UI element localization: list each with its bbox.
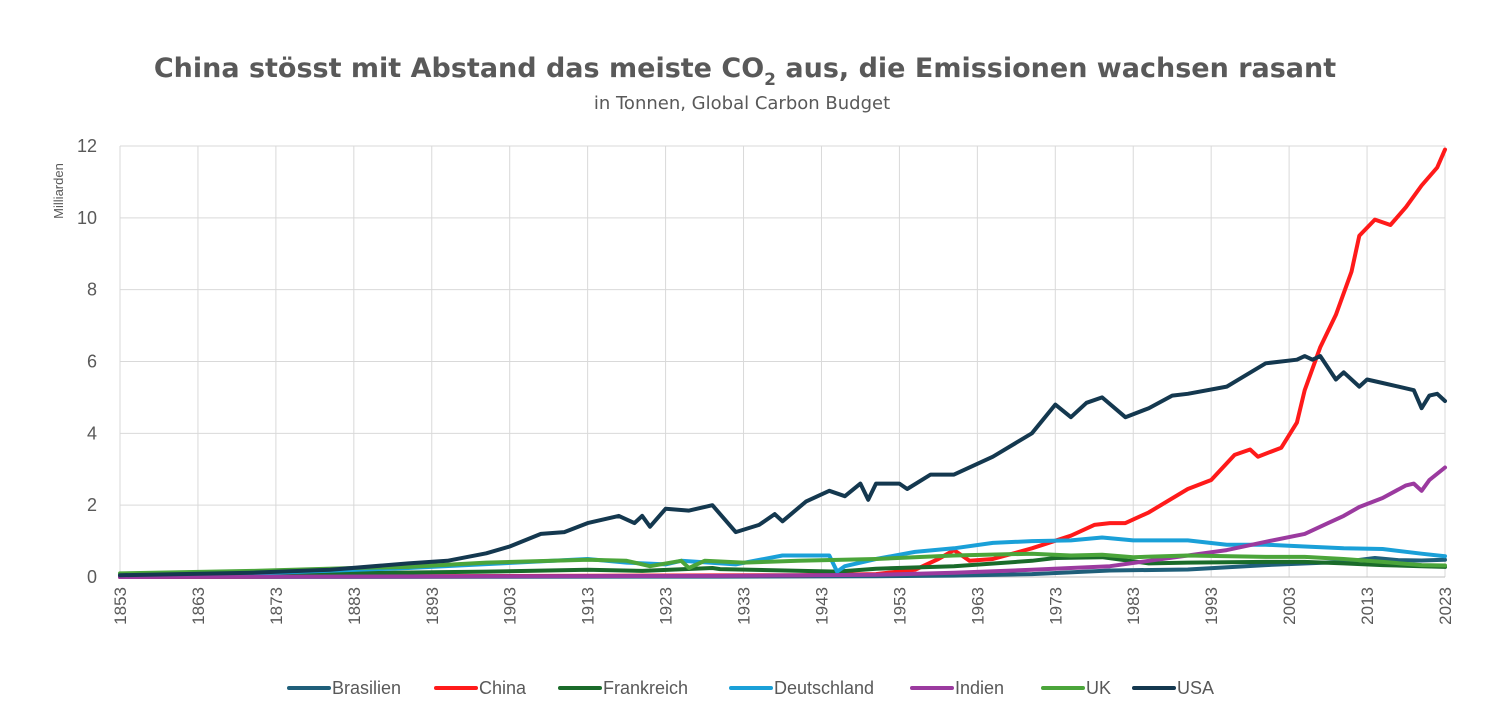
y-tick-label: 6 <box>87 352 97 372</box>
series-line-uk <box>118 551 1447 576</box>
x-tick-label: 2003 <box>1280 587 1299 625</box>
y-tick-label: 0 <box>87 567 97 587</box>
y-axis-ticks: 0 2 4 6 8 10 12 <box>77 136 97 587</box>
legend-label: Frankreich <box>603 678 688 698</box>
legend-label: USA <box>1177 678 1214 698</box>
legend-item-frankreich: Frankreich <box>558 678 688 698</box>
chart-subtitle: in Tonnen, Global Carbon Budget <box>594 93 890 114</box>
series-line-frankreich <box>118 555 1447 579</box>
legend-label: Brasilien <box>332 678 401 698</box>
x-axis-ticks: 1853 1863 1873 1883 1893 1903 1913 1923 1933 1943… <box>111 587 1455 625</box>
legend-label: Indien <box>955 678 1004 698</box>
legend-item-deutschland: Deutschland <box>729 678 874 698</box>
x-tick-label: 1913 <box>579 587 598 625</box>
x-tick-label: 1923 <box>657 587 676 625</box>
chart-title: China stösst mit Abstand das meiste CO2 … <box>154 53 1336 90</box>
legend-item-usa: USA <box>1132 678 1214 698</box>
y-tick-label: 12 <box>77 136 97 156</box>
x-tick-label: 1953 <box>890 587 909 625</box>
x-tick-label: 1903 <box>501 587 520 625</box>
legend-label: UK <box>1086 678 1111 698</box>
legend-item-indien: Indien <box>910 678 1004 698</box>
x-tick-label: 1893 <box>423 587 442 625</box>
x-tick-label: 1943 <box>812 587 831 625</box>
legend: Brasilien China Frankreich Deutschland Indie… <box>287 678 1214 698</box>
x-tick-label: 1863 <box>189 587 208 625</box>
y-tick-label: 8 <box>87 280 97 300</box>
series-line-indien <box>118 465 1447 579</box>
series-line-china <box>118 147 1447 579</box>
x-tick-label: 2013 <box>1358 587 1377 625</box>
x-tick-label: 1963 <box>968 587 987 625</box>
x-tick-label: 1883 <box>345 587 364 625</box>
x-tick-label: 1983 <box>1124 587 1143 625</box>
x-tick-label: 1933 <box>735 587 754 625</box>
x-tick-label: 1873 <box>267 587 286 625</box>
gridlines <box>119 145 1446 578</box>
legend-item-china: China <box>434 678 527 698</box>
legend-label: Deutschland <box>774 678 874 698</box>
y-tick-label: 10 <box>77 208 97 228</box>
x-tick-label: 1993 <box>1202 587 1221 625</box>
x-tick-label: 1973 <box>1046 587 1065 625</box>
series-line-usa <box>118 354 1447 578</box>
x-tick-label: 2023 <box>1436 587 1455 625</box>
y-axis-unit-label: Milliarden <box>51 163 66 219</box>
y-tick-label: 4 <box>87 423 97 443</box>
series-lines <box>118 147 1447 579</box>
y-tick-label: 2 <box>87 495 97 515</box>
x-tick-label: 1853 <box>111 587 130 625</box>
legend-item-uk: UK <box>1041 678 1111 698</box>
legend-item-brasilien: Brasilien <box>287 678 401 698</box>
legend-label: China <box>479 678 527 698</box>
